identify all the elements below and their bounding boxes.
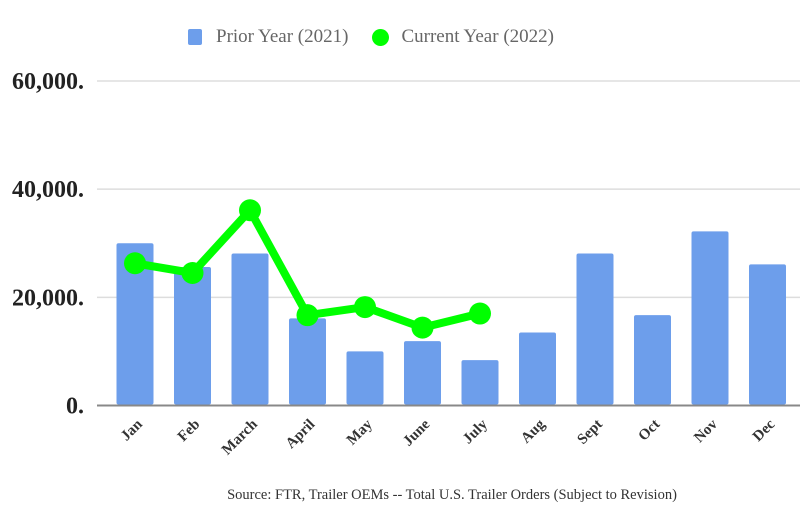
y-tick-label: 60,000. [12,69,84,95]
point-march [239,199,261,222]
bar-june [404,341,441,405]
x-tick-label: Aug [518,416,549,447]
bar-april [289,318,326,405]
bar-jan [116,243,154,405]
bar-may [346,351,384,405]
source-note: Source: FTR, Trailer OEMs -- Total U.S. … [227,487,677,503]
x-tick-label: May [344,416,376,448]
bar-sept [576,253,614,405]
legend: Prior Year (2021) Current Year (2022) [188,26,554,48]
y-tick-label: 40,000. [12,177,84,203]
legend-line-swatch [372,28,390,46]
x-tick-label: Jan [118,416,146,444]
point-july [469,302,491,325]
bar-feb [174,267,211,405]
x-tick-label: Sept [574,417,605,448]
point-jan [124,252,146,275]
x-tick-label: Nov [691,416,721,446]
point-feb [181,261,204,284]
bar-march [231,253,269,405]
bar-aug [519,332,556,405]
legend-label-current: Current Year (2022) [401,26,554,47]
x-tick-label: June [400,416,433,449]
point-may [354,296,376,319]
bar-oct [634,315,671,405]
bar-dec [749,264,786,405]
x-tick-label: Feb [175,417,203,445]
bar-july [461,360,499,405]
x-tick-label: July [460,416,491,447]
legend-bar-swatch [188,29,202,45]
legend-label-prior: Prior Year (2021) [216,26,349,47]
point-june [411,316,434,339]
x-tick-label: Oct [636,417,664,445]
point-april [296,304,319,327]
y-tick-label: 0. [66,394,84,420]
x-tick-label: March [219,416,261,458]
x-tick-label: Dec [750,416,779,445]
bar-nov [691,231,729,405]
x-tick-label: April [283,417,318,452]
y-tick-label: 20,000. [12,285,84,311]
